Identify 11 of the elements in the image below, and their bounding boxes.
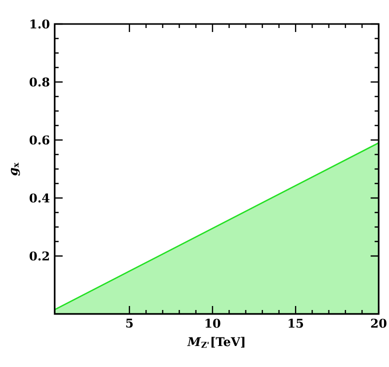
y-tick-label: 0.8 (30, 77, 50, 87)
y-axis-title: g$_{x}$ (10, 162, 20, 176)
x-tick-label: 15 (288, 318, 304, 328)
x-tick-label: 10 (206, 318, 220, 328)
x-axis-title: M$_{Z'}$[TeV] (187, 336, 244, 348)
y-tick-label: 1.0 (30, 19, 50, 29)
y-tick-label: 0.2 (30, 251, 49, 261)
x-tick-label: 5 (126, 318, 133, 328)
x-tick-label: 20 (371, 318, 386, 328)
y-tick-label: 0.6 (30, 135, 50, 145)
y-tick-label: 0.4 (30, 193, 50, 203)
